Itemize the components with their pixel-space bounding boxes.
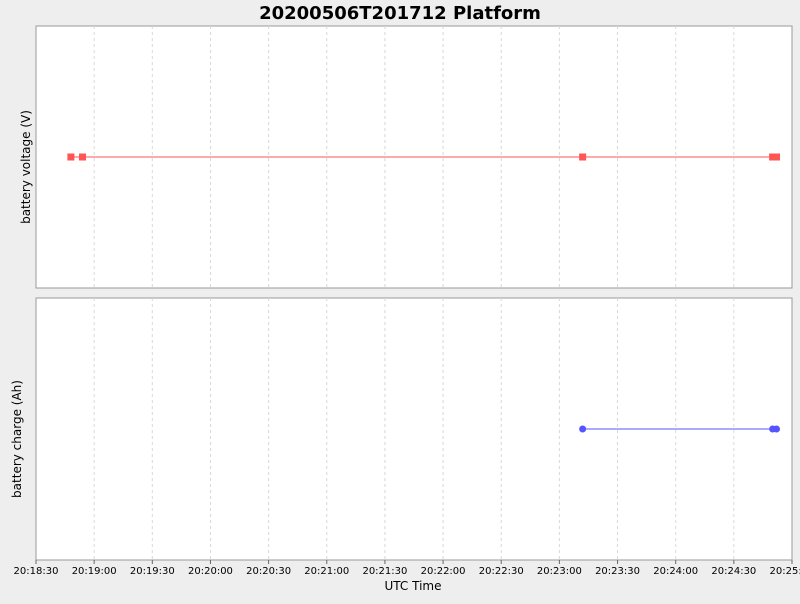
x-tick-label: 20:21:00 [304,566,349,577]
x-tick-label: 20:19:30 [130,566,175,577]
voltage-series [67,153,780,161]
data-point-1-0 [579,425,587,433]
x-tick-label: 20:23:30 [595,566,640,577]
voltage-gridlines [93,26,735,288]
data-point-0-2 [579,153,587,161]
x-tick-label: 20:22:30 [479,566,524,577]
charge-gridlines [93,298,735,560]
x-tick-label: 20:20:00 [188,566,233,577]
charge-series [579,425,780,433]
data-point-0-0 [67,153,75,161]
data-point-0-4 [772,153,780,161]
charge-y-axis-label: battery charge (Ah) [10,380,24,498]
x-axis-ticks: 20:18:30 20:19:00 20:19:30 20:20:00 20:20:30… [14,560,800,577]
x-tick-label: 20:25:00 [770,566,800,577]
x-tick-label: 20:24:00 [653,566,698,577]
voltage-y-axis-label: battery voltage (V) [19,110,33,224]
x-tick-label: 20:20:30 [246,566,291,577]
x-tick-label: 20:18:30 [14,566,59,577]
x-tick-label: 20:22:00 [421,566,466,577]
x-tick-label: 20:19:00 [72,566,117,577]
x-tick-label: 20:23:00 [537,566,582,577]
data-point-0-1 [79,153,87,161]
data-point-1-2 [772,425,780,433]
x-axis-label: UTC Time [385,579,442,593]
data-point-0-3 [769,153,777,161]
x-tick-label: 20:24:30 [711,566,756,577]
chart-title: 20200506T201712 Platform [259,3,541,24]
x-tick-label: 20:21:30 [362,566,407,577]
